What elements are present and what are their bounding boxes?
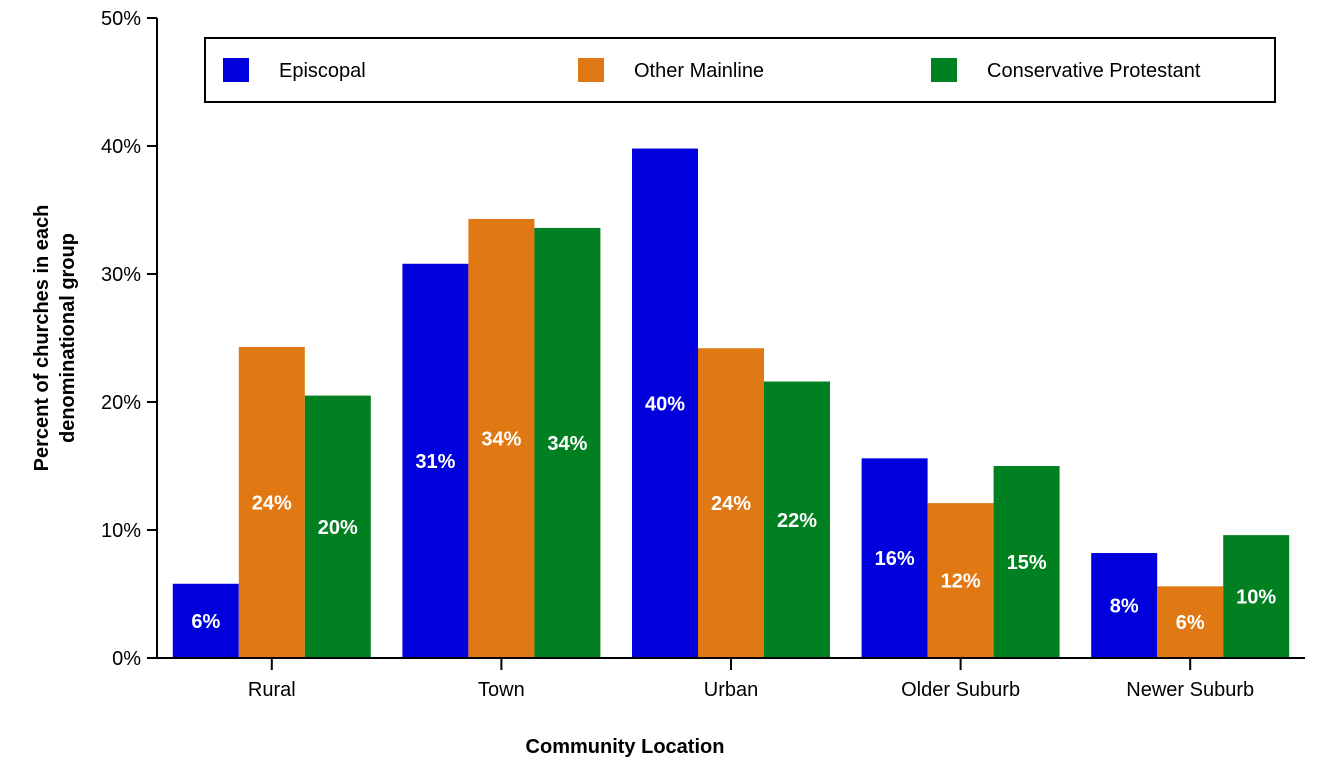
x-axis-ticks: Rural Town Urban Older Suburb Newer Suburb — [248, 658, 1254, 701]
y-axis-title: Percent of churches in each denominationa… — [31, 205, 79, 472]
bar-data-label: 6% — [1176, 612, 1205, 634]
bars — [172, 148, 1290, 659]
bar-episcopal-urban — [632, 148, 698, 658]
bar-episcopal-newer-suburb — [1091, 553, 1158, 658]
y-axis-title-group: Percent of churches in each denominationa… — [31, 205, 79, 472]
bar-data-label: 12% — [941, 571, 981, 593]
bar-episcopal-town — [402, 263, 469, 658]
bar-conservative-protestant-newer-suburb — [1223, 535, 1290, 658]
legend-swatch — [931, 58, 957, 82]
y-axis-title-line: Percent of churches in each — [31, 205, 53, 472]
legend-box — [204, 37, 1276, 103]
legend-swatch — [223, 58, 249, 82]
bar-data-label: 15% — [1007, 552, 1047, 574]
bar-other-mainline-rural — [238, 346, 305, 658]
bar-data-label: 10% — [1236, 587, 1276, 609]
bar-other-mainline-town — [468, 218, 535, 658]
bar-data-labels: 6% 24% 20% 31% 34% 34% 40% 24% 22% 16% 12% 15% 8% 6% 1… — [191, 393, 1276, 634]
x-tick-label: Town — [478, 679, 525, 701]
x-tick-label: Urban — [704, 679, 758, 701]
y-tick-label: 10% — [101, 520, 141, 542]
bar-conservative-protestant-urban — [764, 381, 830, 658]
bar-data-label: 20% — [318, 517, 358, 539]
bar-data-label: 34% — [481, 428, 521, 450]
bar-episcopal-rural — [172, 583, 239, 658]
x-axis-title: Community Location — [526, 736, 725, 758]
legend-label: Conservative Protestant — [987, 60, 1201, 82]
bar-data-label: 6% — [191, 611, 220, 633]
bar-other-mainline-newer-suburb — [1157, 586, 1224, 658]
y-tick-label: 30% — [101, 264, 141, 286]
bar-data-label: 40% — [645, 393, 685, 415]
bar-conservative-protestant-town — [534, 227, 601, 659]
legend-label: Episcopal — [279, 60, 366, 82]
bar-episcopal-older-suburb — [861, 458, 928, 658]
legend-label: Other Mainline — [634, 60, 764, 82]
bar-data-label: 8% — [1110, 596, 1139, 618]
bar-data-label: 24% — [252, 492, 292, 514]
bar-data-label: 24% — [711, 493, 751, 515]
bar-other-mainline-older-suburb — [927, 503, 994, 658]
y-axis-ticks: 0% 10% 20% 30% 40% 50% — [101, 8, 157, 670]
y-tick-label: 40% — [101, 136, 141, 158]
bar-conservative-protestant-older-suburb — [993, 466, 1060, 658]
bar-data-label: 31% — [415, 451, 455, 473]
bar-data-label: 34% — [547, 433, 587, 455]
legend: Episcopal Other Mainline Conservative Prot… — [204, 37, 1276, 103]
bar-conservative-protestant-rural — [304, 395, 371, 658]
y-tick-label: 20% — [101, 392, 141, 414]
legend-swatch — [578, 58, 604, 82]
x-tick-label: Older Suburb — [901, 679, 1020, 701]
x-tick-label: Rural — [248, 679, 296, 701]
bar-data-label: 22% — [777, 510, 817, 532]
y-tick-label: 0% — [112, 648, 141, 670]
bar-other-mainline-urban — [698, 348, 764, 658]
y-tick-label: 50% — [101, 8, 141, 30]
y-axis-title-line: denominational group — [57, 233, 79, 443]
x-tick-label: Newer Suburb — [1126, 679, 1254, 701]
bar-data-label: 16% — [875, 548, 915, 570]
